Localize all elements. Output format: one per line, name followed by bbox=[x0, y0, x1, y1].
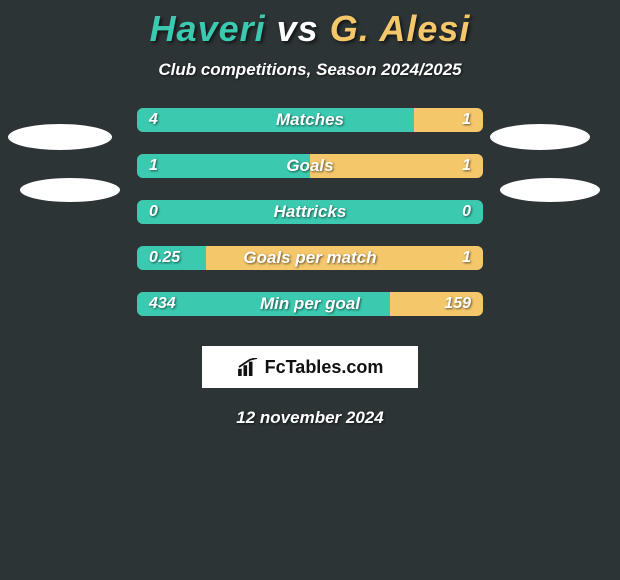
subtitle: Club competitions, Season 2024/2025 bbox=[0, 60, 620, 80]
title-player2: G. Alesi bbox=[330, 8, 471, 49]
stat-left-value: 1 bbox=[149, 154, 158, 178]
stat-left-value: 434 bbox=[149, 292, 176, 316]
stat-right-value: 1 bbox=[462, 246, 471, 270]
stat-right-value: 1 bbox=[462, 108, 471, 132]
stat-right-fill bbox=[310, 154, 483, 178]
stat-right-value: 0 bbox=[462, 200, 471, 224]
stat-left-value: 0 bbox=[149, 200, 158, 224]
decor-ellipse bbox=[20, 178, 120, 202]
decor-ellipse bbox=[8, 124, 112, 150]
stat-row: 00Hattricks bbox=[137, 200, 483, 224]
title-vs: vs bbox=[277, 8, 319, 49]
decor-ellipse bbox=[500, 178, 600, 202]
stat-left-value: 4 bbox=[149, 108, 158, 132]
badge-text: FcTables.com bbox=[265, 357, 384, 378]
stat-right-fill bbox=[206, 246, 483, 270]
stat-left-fill bbox=[137, 154, 310, 178]
source-badge: FcTables.com bbox=[202, 346, 418, 388]
stat-row: 11Goals bbox=[137, 154, 483, 178]
stat-right-fill bbox=[414, 108, 483, 132]
stat-left-fill bbox=[137, 200, 483, 224]
stat-left-fill bbox=[137, 108, 414, 132]
chart-icon bbox=[237, 358, 259, 376]
page-title: Haveri vs G. Alesi bbox=[0, 0, 620, 50]
stat-row: 41Matches bbox=[137, 108, 483, 132]
stat-row: 0.251Goals per match bbox=[137, 246, 483, 270]
stat-row: 434159Min per goal bbox=[137, 292, 483, 316]
stat-right-value: 159 bbox=[444, 292, 471, 316]
stat-right-value: 1 bbox=[462, 154, 471, 178]
stat-left-value: 0.25 bbox=[149, 246, 180, 270]
date-text: 12 november 2024 bbox=[0, 408, 620, 428]
decor-ellipse bbox=[490, 124, 590, 150]
title-player1: Haveri bbox=[150, 8, 266, 49]
